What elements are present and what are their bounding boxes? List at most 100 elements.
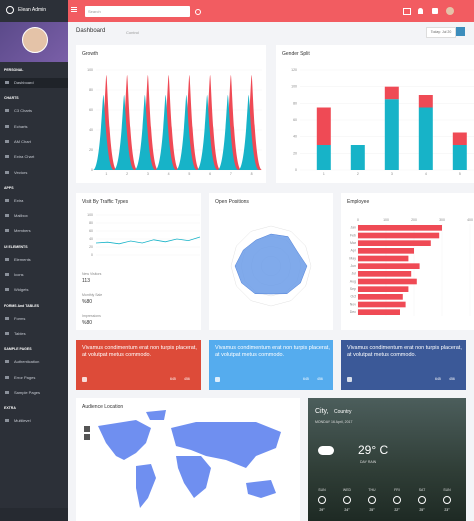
spike bbox=[217, 95, 239, 170]
social-icon bbox=[347, 377, 352, 382]
menu-item[interactable]: Sample Pages bbox=[14, 389, 41, 395]
menu-item[interactable]: Forms bbox=[14, 315, 26, 321]
menu-item[interactable]: Authentication bbox=[14, 359, 40, 365]
y-tick-label: 80 bbox=[89, 88, 93, 92]
x-tick-label: 3 bbox=[147, 172, 149, 176]
menu-header: FORMS And TABLES bbox=[4, 303, 39, 308]
spike bbox=[134, 95, 156, 170]
menu-toggle[interactable] bbox=[71, 7, 77, 8]
y-tick-label: 20 bbox=[89, 148, 93, 152]
spike bbox=[113, 95, 135, 170]
x-tick-label: 4 bbox=[168, 172, 170, 176]
breadcrumb: Control bbox=[126, 30, 139, 35]
bar bbox=[358, 309, 400, 315]
y-tick-label: Apr bbox=[351, 249, 357, 253]
bar bbox=[358, 263, 420, 269]
forecast-temp: 25° bbox=[369, 508, 375, 512]
card-title: Growth bbox=[82, 51, 99, 57]
forecast-icon bbox=[318, 496, 326, 504]
shares: 456 bbox=[184, 377, 190, 381]
social-text: Vivamus condimentum erat non turpis plac… bbox=[215, 345, 330, 358]
menu-item[interactable]: Echarts bbox=[14, 123, 28, 129]
menu-item[interactable]: Members bbox=[14, 228, 31, 234]
menu-item[interactable]: Tables bbox=[14, 330, 26, 336]
y-tick-label: 20 bbox=[89, 245, 93, 249]
menu-header: PERSONAL bbox=[4, 68, 24, 72]
bar bbox=[316, 145, 331, 170]
forecast-icon bbox=[443, 496, 451, 504]
menu-item[interactable]: Dashboard bbox=[14, 80, 34, 85]
menu-icon bbox=[5, 331, 9, 335]
zoom-out[interactable] bbox=[84, 434, 90, 440]
mail-icon[interactable] bbox=[403, 8, 411, 15]
forecast-temp: 24° bbox=[344, 508, 350, 512]
likes: 645 bbox=[170, 377, 176, 381]
user-icon[interactable] bbox=[446, 7, 454, 15]
social-text: Vivamus condimentum erat non turpis plac… bbox=[82, 345, 197, 358]
y-tick-label: 60 bbox=[89, 108, 93, 112]
stat-label: Impressions bbox=[82, 314, 101, 318]
y-tick-label: 80 bbox=[293, 101, 297, 105]
spike bbox=[199, 75, 221, 170]
menu-header: SAMPLE PAGES bbox=[4, 347, 32, 352]
forecast-day: SUN bbox=[443, 488, 451, 492]
menu-icon bbox=[5, 81, 9, 84]
menu-icon bbox=[5, 390, 9, 394]
y-tick-label: 80 bbox=[89, 221, 93, 225]
x-tick-label: 200 bbox=[411, 218, 417, 222]
menu-item[interactable]: Elements bbox=[14, 256, 31, 262]
zoom-in[interactable] bbox=[84, 426, 90, 432]
x-tick-label: 300 bbox=[439, 218, 445, 222]
spike bbox=[176, 95, 197, 170]
card-title: Gender Split bbox=[282, 51, 310, 57]
menu-icon bbox=[5, 273, 9, 276]
google-card bbox=[76, 340, 201, 390]
bell-icon[interactable] bbox=[418, 8, 423, 14]
bar bbox=[358, 286, 409, 292]
calendar-button[interactable] bbox=[456, 27, 465, 36]
bar bbox=[358, 294, 403, 300]
likes: 645 bbox=[435, 377, 441, 381]
bar bbox=[452, 145, 467, 170]
brand: Elean Admin bbox=[18, 7, 47, 13]
y-tick-label: Feb bbox=[350, 233, 356, 237]
search-icon[interactable] bbox=[195, 9, 201, 15]
menu-item[interactable]: Mailbox bbox=[14, 213, 28, 219]
menu-item[interactable]: Vectors bbox=[14, 169, 28, 175]
menu-icon bbox=[5, 288, 9, 292]
date-button[interactable]: Today: Jul 20 bbox=[426, 27, 456, 38]
y-tick-label: 100 bbox=[87, 68, 93, 72]
x-tick-label: 4 bbox=[425, 172, 427, 176]
menu-item[interactable]: AM Chart bbox=[14, 138, 31, 144]
forecast-day: FRI bbox=[394, 488, 400, 492]
x-tick-label: 1 bbox=[323, 172, 325, 176]
x-tick-label: 3 bbox=[391, 172, 393, 176]
x-tick-label: 5 bbox=[459, 172, 461, 176]
search-input[interactable]: Search bbox=[85, 6, 190, 17]
menu-item[interactable]: Multilevel bbox=[14, 418, 31, 424]
audience-card: Audience Location bbox=[76, 398, 300, 521]
stat-value: %80 bbox=[82, 299, 93, 305]
y-tick-label: Jun bbox=[350, 264, 356, 268]
line bbox=[95, 236, 201, 245]
card-title: Visit By Traffic Types bbox=[82, 199, 129, 205]
temperature: 29° C bbox=[358, 443, 389, 457]
menu-icon bbox=[5, 257, 9, 261]
spike bbox=[220, 75, 242, 170]
logo bbox=[6, 6, 14, 14]
menu-icon bbox=[5, 360, 9, 364]
menu-item[interactable]: Extra Chart bbox=[14, 154, 35, 160]
menu-item[interactable]: C3 Charts bbox=[14, 108, 33, 114]
forecast-temp: 29° bbox=[319, 508, 325, 512]
y-tick-label: 0 bbox=[295, 168, 297, 172]
menu-item[interactable]: Icons bbox=[14, 272, 24, 277]
y-tick-label: 40 bbox=[89, 128, 93, 132]
card-title: Employee bbox=[347, 199, 370, 205]
forecast-day: SAT bbox=[418, 488, 426, 492]
menu-item[interactable]: Widgets bbox=[14, 287, 29, 293]
country: Country bbox=[334, 409, 352, 415]
menu-item[interactable]: Extra bbox=[14, 197, 24, 203]
menu-item[interactable]: Error Pages bbox=[14, 374, 36, 380]
settings-icon[interactable] bbox=[432, 8, 438, 14]
